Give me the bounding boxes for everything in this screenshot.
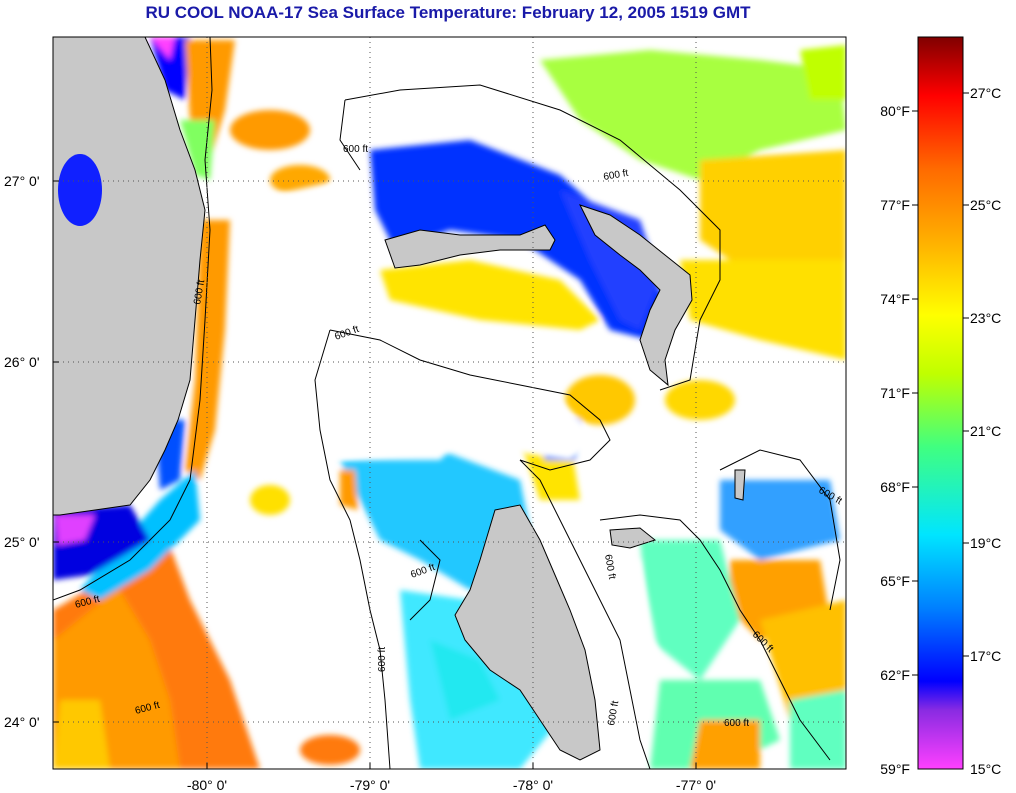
contour-label: 600 ft xyxy=(377,647,388,672)
land-layer xyxy=(53,37,746,761)
lon-tick-label: -77° 0' xyxy=(676,777,716,793)
map-frame xyxy=(52,36,847,770)
colorbar-c-label: 23°C xyxy=(970,310,1001,326)
lat-tick-label: 27° 0' xyxy=(4,173,40,189)
colorbar-c-label: 25°C xyxy=(970,197,1001,213)
colorbar-f-label: 71°F xyxy=(880,385,910,401)
lat-tick-label: 24° 0' xyxy=(4,714,40,730)
colorbar-c-label: 21°C xyxy=(970,423,1001,439)
axis-ticks xyxy=(53,180,697,769)
colorbar-f-label: 74°F xyxy=(880,291,910,307)
colorbar-f-label: 80°F xyxy=(880,103,910,119)
colorbar-gradient xyxy=(917,36,964,770)
contour-label: 600 ft xyxy=(602,554,617,581)
colorbar-f-label: 68°F xyxy=(880,479,910,495)
contour-label: 600 ft xyxy=(603,168,630,183)
contour-label: 600 ft xyxy=(192,279,207,306)
colorbar-f-label: 59°F xyxy=(880,761,910,777)
map-plot-area: 600 ft 600 ft 600 ft 600 ft 600 ft 600 f… xyxy=(4,36,847,793)
lon-tick-label: -78° 0' xyxy=(513,777,553,793)
sst-data-layer xyxy=(53,37,846,769)
colorbar: 80°F 77°F 74°F 71°F 68°F 65°F 62°F 59°F … xyxy=(880,36,1001,777)
isobath-600ft xyxy=(53,37,841,769)
colorbar-c-label: 17°C xyxy=(970,648,1001,664)
colorbar-c-label: 27°C xyxy=(970,85,1001,101)
contour-label: 600 ft xyxy=(724,718,749,729)
colorbar-f-label: 77°F xyxy=(880,197,910,213)
lat-tick-label: 26° 0' xyxy=(4,354,40,370)
contour-label: 600 ft xyxy=(343,144,368,155)
colorbar-f-label: 62°F xyxy=(880,667,910,683)
map-title: RU COOL NOAA-17 Sea Surface Temperature:… xyxy=(145,3,751,22)
colorbar-c-label: 19°C xyxy=(970,535,1001,551)
no-data-layer xyxy=(200,180,660,720)
lon-tick-label: -79° 0' xyxy=(350,777,390,793)
contour-label: 600 ft xyxy=(606,700,621,727)
graticule xyxy=(53,37,846,769)
lat-tick-label: 25° 0' xyxy=(4,534,40,550)
lon-tick-label: -80° 0' xyxy=(187,777,227,793)
colorbar-f-label: 65°F xyxy=(880,573,910,589)
colorbar-c-label: 15°C xyxy=(970,761,1001,777)
